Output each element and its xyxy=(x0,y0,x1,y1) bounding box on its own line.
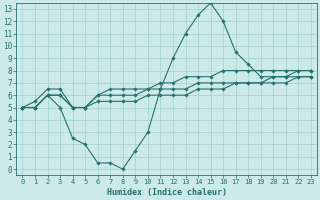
X-axis label: Humidex (Indice chaleur): Humidex (Indice chaleur) xyxy=(107,188,227,197)
